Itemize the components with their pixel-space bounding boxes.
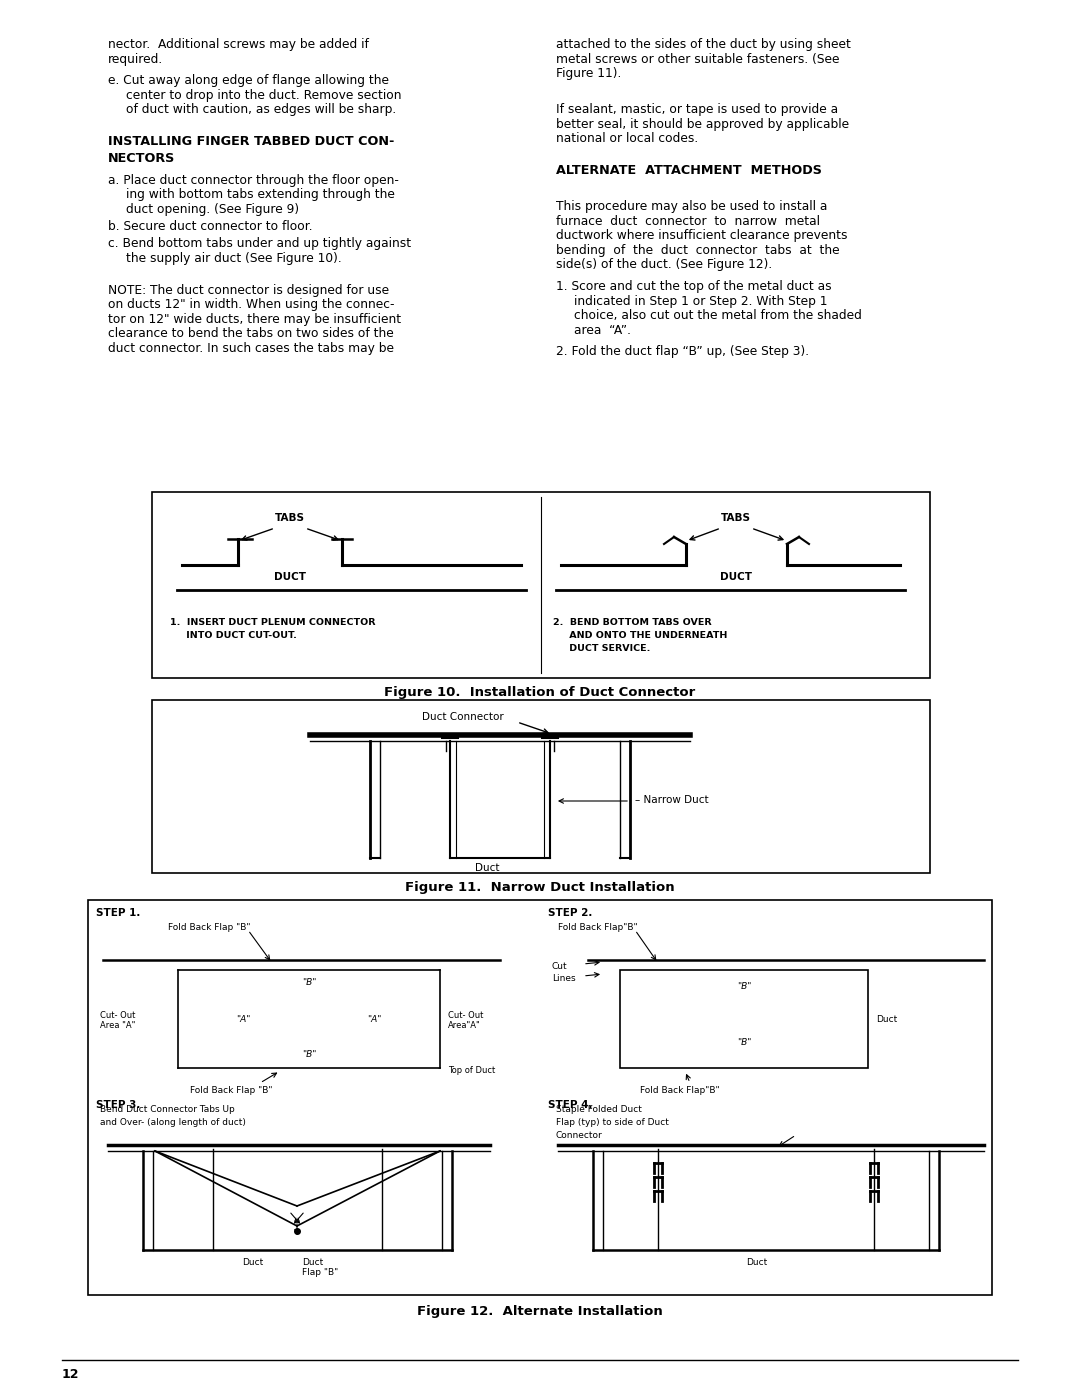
Text: side(s) of the duct. (See Figure 12).: side(s) of the duct. (See Figure 12). xyxy=(556,258,772,271)
Text: b. Secure duct connector to floor.: b. Secure duct connector to floor. xyxy=(108,219,312,233)
Text: STEP 3.: STEP 3. xyxy=(96,1099,140,1111)
Text: Fold Back Flap "B": Fold Back Flap "B" xyxy=(168,923,251,932)
Text: the supply air duct (See Figure 10).: the supply air duct (See Figure 10). xyxy=(126,251,341,265)
Text: 1.  INSERT DUCT PLENUM CONNECTOR: 1. INSERT DUCT PLENUM CONNECTOR xyxy=(170,617,376,627)
Text: This procedure may also be used to install a: This procedure may also be used to insta… xyxy=(556,200,827,214)
Text: Lines: Lines xyxy=(552,974,576,983)
Text: tor on 12" wide ducts, there may be insufficient: tor on 12" wide ducts, there may be insu… xyxy=(108,313,401,326)
Text: Fold Back Flap "B": Fold Back Flap "B" xyxy=(190,1085,272,1095)
Text: of duct with caution, as edges will be sharp.: of duct with caution, as edges will be s… xyxy=(126,103,396,116)
Text: "A": "A" xyxy=(367,1016,381,1024)
Text: "B": "B" xyxy=(301,1051,316,1059)
Text: "B": "B" xyxy=(737,1038,752,1046)
Text: on ducts 12" in width. When using the connec-: on ducts 12" in width. When using the co… xyxy=(108,299,394,312)
Text: duct opening. (See Figure 9): duct opening. (See Figure 9) xyxy=(126,203,299,215)
Text: INTO DUCT CUT-OUT.: INTO DUCT CUT-OUT. xyxy=(170,631,297,640)
Text: bending  of  the  duct  connector  tabs  at  the: bending of the duct connector tabs at th… xyxy=(556,244,839,257)
Text: Cut: Cut xyxy=(552,963,568,971)
Bar xyxy=(152,700,930,873)
Text: center to drop into the duct. Remove section: center to drop into the duct. Remove sec… xyxy=(126,89,402,102)
Text: DUCT SERVICE.: DUCT SERVICE. xyxy=(553,644,650,652)
Text: Duct: Duct xyxy=(242,1259,264,1267)
Text: metal screws or other suitable fasteners. (See: metal screws or other suitable fasteners… xyxy=(556,53,839,66)
Text: 2. Fold the duct flap “B” up, (See Step 3).: 2. Fold the duct flap “B” up, (See Step … xyxy=(556,345,809,359)
Text: ductwork where insufficient clearance prevents: ductwork where insufficient clearance pr… xyxy=(556,229,848,243)
Text: attached to the sides of the duct by using sheet: attached to the sides of the duct by usi… xyxy=(556,38,851,52)
Text: Figure 12.  Alternate Installation: Figure 12. Alternate Installation xyxy=(417,1305,663,1317)
Text: Figure 10.  Installation of Duct Connector: Figure 10. Installation of Duct Connecto… xyxy=(384,686,696,698)
Text: STEP 1.: STEP 1. xyxy=(96,908,140,918)
Text: Duct: Duct xyxy=(876,1016,897,1024)
Text: e. Cut away along edge of flange allowing the: e. Cut away along edge of flange allowin… xyxy=(108,74,389,87)
Text: INSTALLING FINGER TABBED DUCT CON-: INSTALLING FINGER TABBED DUCT CON- xyxy=(108,136,394,148)
Text: nector.  Additional screws may be added if: nector. Additional screws may be added i… xyxy=(108,38,369,52)
Text: duct connector. In such cases the tabs may be: duct connector. In such cases the tabs m… xyxy=(108,342,394,355)
Text: TABS: TABS xyxy=(275,513,305,522)
Text: Cut- Out
Area"A": Cut- Out Area"A" xyxy=(448,1011,484,1031)
Text: better seal, it should be approved by applicable: better seal, it should be approved by ap… xyxy=(556,117,849,131)
Text: Connector: Connector xyxy=(556,1132,603,1140)
Text: DUCT: DUCT xyxy=(720,571,752,583)
Text: Duct
Flap "B": Duct Flap "B" xyxy=(302,1259,338,1277)
Text: Fold Back Flap"B": Fold Back Flap"B" xyxy=(558,923,637,932)
Text: a. Place duct connector through the floor open-: a. Place duct connector through the floo… xyxy=(108,173,399,187)
Text: and Over- (along length of duct): and Over- (along length of duct) xyxy=(100,1118,246,1127)
Bar xyxy=(152,492,930,678)
Text: national or local codes.: national or local codes. xyxy=(556,133,699,145)
Text: Flap (typ) to side of Duct: Flap (typ) to side of Duct xyxy=(556,1118,669,1127)
Text: – Narrow Duct: – Narrow Duct xyxy=(635,795,708,805)
Text: Cut- Out
Area "A": Cut- Out Area "A" xyxy=(100,1011,135,1031)
Text: TABS: TABS xyxy=(721,513,751,522)
Text: Staple Folded Duct: Staple Folded Duct xyxy=(556,1105,642,1113)
Text: 1. Score and cut the top of the metal duct as: 1. Score and cut the top of the metal du… xyxy=(556,281,832,293)
Text: ALTERNATE  ATTACHMENT  METHODS: ALTERNATE ATTACHMENT METHODS xyxy=(556,165,822,177)
Text: STEP 2.: STEP 2. xyxy=(548,908,592,918)
Text: "B": "B" xyxy=(301,978,316,988)
Text: NOTE: The duct connector is designed for use: NOTE: The duct connector is designed for… xyxy=(108,284,389,296)
Text: ing with bottom tabs extending through the: ing with bottom tabs extending through t… xyxy=(126,189,395,201)
Text: STEP 4.: STEP 4. xyxy=(548,1099,593,1111)
Text: AND ONTO THE UNDERNEATH: AND ONTO THE UNDERNEATH xyxy=(553,631,727,640)
Text: required.: required. xyxy=(108,53,163,66)
Text: Duct Connector: Duct Connector xyxy=(422,712,503,722)
Text: Fold Back Flap"B": Fold Back Flap"B" xyxy=(640,1085,719,1095)
Text: furnace  duct  connector  to  narrow  metal: furnace duct connector to narrow metal xyxy=(556,215,820,228)
Text: Duct: Duct xyxy=(746,1259,767,1267)
Text: 2.  BEND BOTTOM TABS OVER: 2. BEND BOTTOM TABS OVER xyxy=(553,617,712,627)
Text: c. Bend bottom tabs under and up tightly against: c. Bend bottom tabs under and up tightly… xyxy=(108,237,411,250)
Text: Figure 11.  Narrow Duct Installation: Figure 11. Narrow Duct Installation xyxy=(405,882,675,894)
Text: Figure 11).: Figure 11). xyxy=(556,67,621,80)
Text: 12: 12 xyxy=(62,1368,80,1382)
Text: "B": "B" xyxy=(737,982,752,990)
Text: area  “A”.: area “A”. xyxy=(573,324,631,337)
Text: "A": "A" xyxy=(235,1016,251,1024)
Text: indicated in Step 1 or Step 2. With Step 1: indicated in Step 1 or Step 2. With Step… xyxy=(573,295,827,307)
Text: choice, also cut out the metal from the shaded: choice, also cut out the metal from the … xyxy=(573,309,862,323)
Bar xyxy=(620,970,868,1067)
Text: Duct: Duct xyxy=(475,863,499,873)
Text: Bend Duct Connector Tabs Up: Bend Duct Connector Tabs Up xyxy=(100,1105,234,1113)
Text: DUCT: DUCT xyxy=(274,571,306,583)
Bar xyxy=(87,900,993,1295)
Text: clearance to bend the tabs on two sides of the: clearance to bend the tabs on two sides … xyxy=(108,327,394,341)
Text: If sealant, mastic, or tape is used to provide a: If sealant, mastic, or tape is used to p… xyxy=(556,103,838,116)
Bar xyxy=(178,970,440,1067)
Text: NECTORS: NECTORS xyxy=(108,152,175,165)
Text: Top of Duct: Top of Duct xyxy=(448,1066,496,1076)
